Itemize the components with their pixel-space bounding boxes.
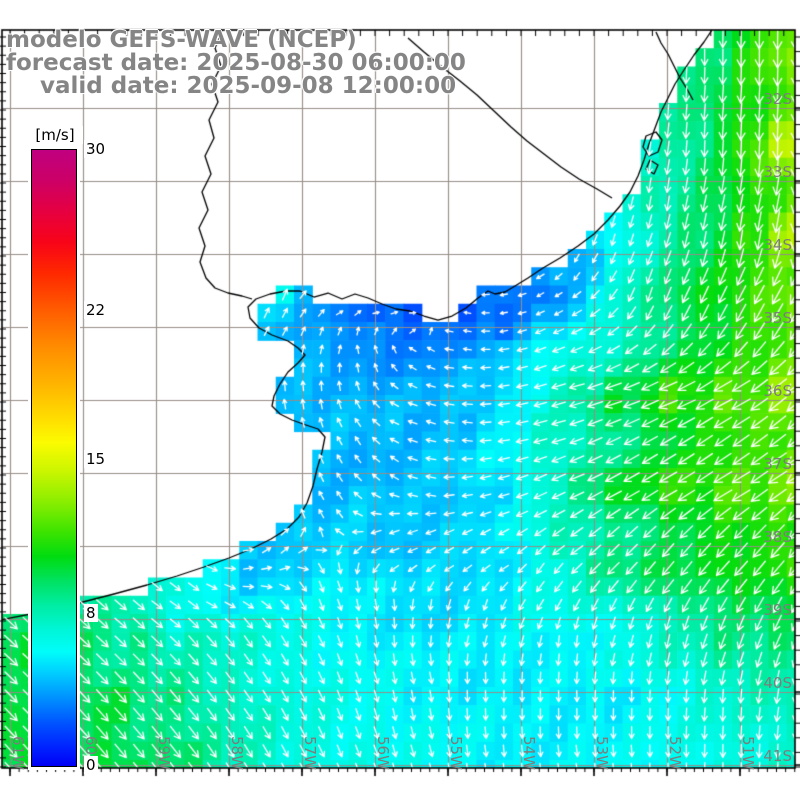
colorbar-tick-8: 8: [84, 604, 98, 623]
colorbar-unit-label: [m/s]: [27, 126, 83, 144]
colorbar: [28, 146, 80, 770]
colorbar-tick-22: 22: [84, 301, 108, 320]
colorbar-tick-30: 30: [84, 140, 108, 158]
colorbar-tick-15: 15: [84, 450, 108, 469]
colorbar-tick-0: 0: [84, 756, 98, 774]
